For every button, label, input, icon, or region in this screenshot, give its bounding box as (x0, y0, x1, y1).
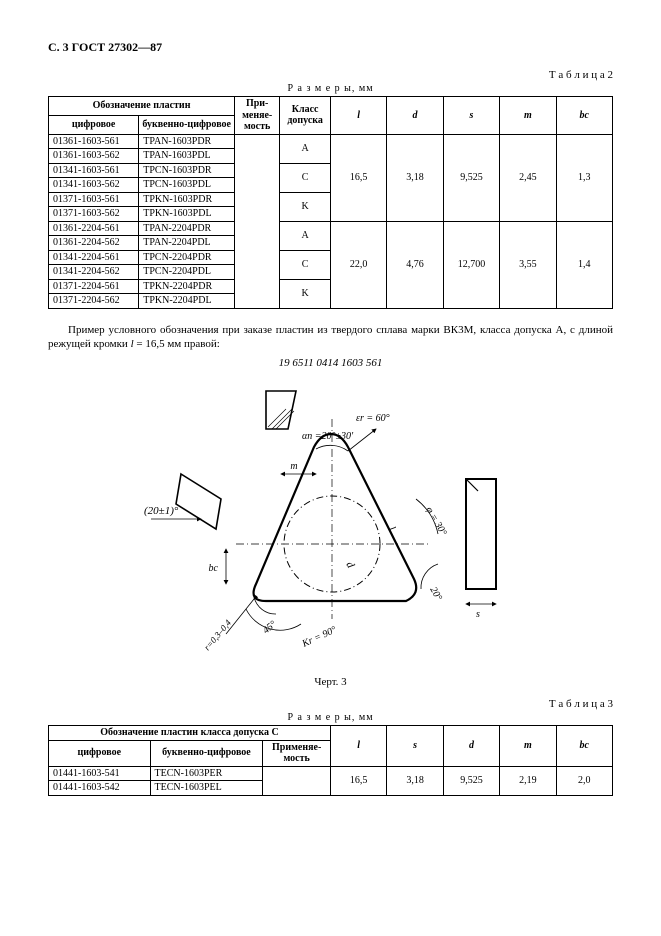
val-d: 3,18 (387, 134, 443, 221)
th-appl: При-меняе-мость (235, 97, 280, 135)
table-row: 01341-2204-562 (49, 265, 139, 280)
th-d: d (387, 97, 443, 135)
fig-eps: εr = 60° (356, 413, 390, 424)
table-row: TPKN-2204PDR (139, 279, 235, 294)
note: Пример условного обозначения при заказе … (48, 323, 613, 352)
table-row: TPCN-1603PDR (139, 163, 235, 178)
th-group: Обозначение пластин (49, 97, 235, 116)
table-row: 01371-1603-562 (49, 207, 139, 222)
th-m: m (500, 97, 556, 135)
fig-alphan: αn =20°±30' (302, 431, 354, 442)
table-row: 01441-1603-541 (49, 766, 151, 781)
fig-m: m (290, 461, 297, 472)
val3-m: 2,19 (500, 766, 556, 795)
val-b: 1,3 (556, 134, 612, 221)
th3-b: bс (556, 726, 612, 767)
fig-20: (20±1)° (144, 505, 179, 517)
th3-m: m (500, 726, 556, 767)
table-row: 01371-2204-562 (49, 294, 139, 309)
table-row: TPKN-1603PDL (139, 207, 235, 222)
table3-label: Т а б л и ц а 3 (48, 698, 613, 710)
table3: Обозначение пластин класса допуска С l s… (48, 725, 613, 796)
table-row: 01361-2204-561 (49, 221, 139, 236)
th3-l: l (330, 726, 386, 767)
table-row: TPCN-2204PDL (139, 265, 235, 280)
note-text2: = 16,5 мм правой: (134, 338, 220, 350)
page-header: С. 3 ГОСТ 27302—87 (48, 40, 613, 55)
val-l: 16,5 (330, 134, 386, 221)
appl-cell3 (263, 766, 331, 795)
class-cell: C (280, 250, 331, 279)
fig-45: 45° (260, 619, 278, 636)
th3-d: d (443, 726, 499, 767)
fig-kr: Kr = 90° (299, 624, 337, 650)
th-group3: Обозначение пластин класса допуска С (49, 726, 331, 741)
val-b: 1,4 (556, 221, 612, 308)
table-row: TPAN-1603PDL (139, 149, 235, 164)
table-row: TECN-1603PEL (150, 781, 263, 796)
val3-b: 2,0 (556, 766, 612, 795)
th-b: bс (556, 97, 612, 135)
table-row: TPAN-2204PDR (139, 221, 235, 236)
figure-svg: s εr = 60° αn =20°±30' φ = 30° 20° (20±1… (126, 379, 536, 669)
table-row: 01361-1603-562 (49, 149, 139, 164)
class-cell: A (280, 134, 331, 163)
fig-phi: φ = 30° (423, 505, 448, 538)
th-class: Класс допуска (280, 97, 331, 135)
th-s: s (443, 97, 499, 135)
table-row: TPCN-2204PDR (139, 250, 235, 265)
table-row: 01341-1603-561 (49, 163, 139, 178)
table-row: 01441-1603-542 (49, 781, 151, 796)
table-row: 01361-1603-561 (49, 134, 139, 149)
table-row: 01341-1603-562 (49, 178, 139, 193)
val-m: 2,45 (500, 134, 556, 221)
table-row: TPCN-1603PDL (139, 178, 235, 193)
fig-s: s (476, 609, 480, 620)
table-row: TPAN-2204PDL (139, 236, 235, 251)
fig-d: d (343, 560, 356, 571)
class-cell: K (280, 279, 331, 308)
val-s: 9,525 (443, 134, 499, 221)
designation: 19 6511 0414 1603 561 (48, 357, 613, 369)
class-cell: K (280, 192, 331, 221)
table-row: TPAN-1603PDR (139, 134, 235, 149)
figure-3: s εr = 60° αn =20°±30' φ = 30° 20° (20±1… (48, 379, 613, 672)
table-row: 01371-2204-561 (49, 279, 139, 294)
val-l: 22,0 (330, 221, 386, 308)
th-digit: цифровое (49, 115, 139, 134)
th3-appl: Применяе-мость (263, 740, 331, 766)
class-cell: C (280, 163, 331, 192)
appl-cell (235, 134, 280, 308)
table-row: TPKN-2204PDL (139, 294, 235, 309)
th-alpha: буквенно-цифровое (139, 115, 235, 134)
figure-caption: Черт. 3 (48, 676, 613, 688)
table2-caption: Р а з м е р ы, мм (48, 83, 613, 94)
fig-bc: bc (208, 563, 218, 574)
fig-r: r=0,3–0,4 (201, 618, 232, 653)
table3-caption: Р а з м е р ы, мм (48, 712, 613, 723)
val-d: 4,76 (387, 221, 443, 308)
val3-s: 3,18 (387, 766, 443, 795)
val3-d: 9,525 (443, 766, 499, 795)
val3-l: 16,5 (330, 766, 386, 795)
fig-20b: 20° (427, 585, 444, 603)
table-row: 01371-1603-561 (49, 192, 139, 207)
th3-alpha: буквенно-цифровое (150, 740, 263, 766)
table2: Обозначение пластин При-меняе-мость Клас… (48, 96, 613, 309)
th3-s: s (387, 726, 443, 767)
th3-digit: цифровое (49, 740, 151, 766)
val-m: 3,55 (500, 221, 556, 308)
table-row: TPKN-1603PDR (139, 192, 235, 207)
table-row: TECN-1603PER (150, 766, 263, 781)
table-row: 01341-2204-561 (49, 250, 139, 265)
table2-label: Т а б л и ц а 2 (48, 69, 613, 81)
table-row: 01361-2204-562 (49, 236, 139, 251)
class-cell: A (280, 221, 331, 250)
val-s: 12,700 (443, 221, 499, 308)
th-l: l (330, 97, 386, 135)
